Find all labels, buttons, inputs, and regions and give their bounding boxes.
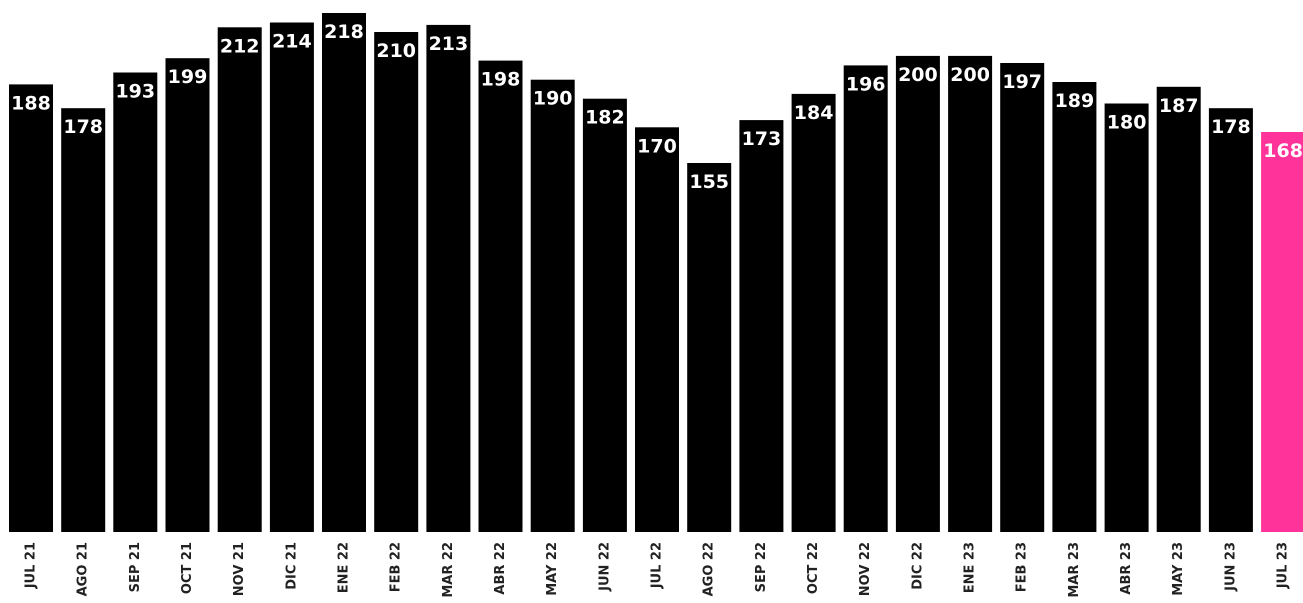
value-label: 170 (637, 135, 677, 157)
value-label: 184 (794, 102, 834, 124)
x-tick-label: OCT 21 (180, 542, 195, 594)
value-label: 188 (11, 92, 51, 114)
bar-nov-22 (843, 65, 888, 533)
bar-feb-23 (1000, 63, 1045, 532)
value-label: 199 (168, 66, 208, 88)
bar-abr-22 (478, 60, 523, 532)
value-label: 187 (1159, 95, 1199, 117)
x-tick-label: AGO 22 (702, 542, 717, 596)
value-label: 214 (272, 31, 312, 53)
value-label: 196 (846, 73, 886, 95)
bar-jun-22 (582, 98, 627, 532)
bar-jul-23 (1261, 132, 1303, 532)
value-label: 178 (63, 116, 103, 138)
bar-ago-21 (61, 108, 106, 532)
x-tick-label: MAY 22 (545, 542, 560, 596)
x-tick-label: FEB 23 (1015, 542, 1030, 592)
x-tick-label: JUN 23 (1223, 542, 1238, 592)
value-label: 178 (1211, 116, 1251, 138)
x-tick-label: OCT 22 (806, 542, 821, 594)
value-label: 155 (689, 171, 729, 193)
x-tick-label: DIC 22 (910, 542, 925, 590)
x-tick-label: ENE 22 (337, 542, 352, 593)
bar-may-22 (530, 79, 575, 532)
x-tick-label: DIC 21 (284, 542, 299, 590)
value-label: 210 (376, 40, 416, 62)
value-label: 213 (429, 33, 469, 55)
bar-oct-21 (165, 58, 210, 532)
bar-sep-21 (113, 72, 158, 532)
value-label: 200 (898, 64, 938, 86)
bar-mar-23 (1052, 82, 1097, 532)
bar-mar-22 (426, 24, 471, 533)
bar-oct-22 (791, 93, 836, 533)
bar-ene-23 (948, 55, 993, 533)
x-tick-label: NOV 21 (232, 542, 247, 596)
value-label: 190 (533, 88, 573, 110)
value-label: 193 (115, 81, 155, 103)
x-tick-labels-group: JUL 21 AGO 21 SEP 21 OCT 21 NOV 21 DIC 21 ENE … (24, 542, 1291, 598)
value-label: 173 (742, 128, 782, 150)
value-label: 218 (324, 21, 364, 43)
bar-ene-22 (322, 13, 366, 532)
value-label: 182 (585, 107, 625, 129)
bar-ago-22 (687, 163, 732, 532)
bar-may-23 (1156, 86, 1201, 533)
value-label: 200 (950, 64, 990, 86)
x-tick-label: JUL 22 (650, 542, 665, 589)
bars-group (9, 13, 1303, 533)
x-tick-label: MAR 23 (1067, 542, 1082, 598)
x-tick-label: JUL 21 (24, 542, 39, 589)
x-tick-label: MAY 23 (1171, 542, 1186, 596)
bar-abr-23 (1104, 103, 1149, 532)
x-tick-label: ENE 23 (963, 542, 978, 593)
bar-dic-21 (269, 22, 314, 532)
value-label: 180 (1107, 112, 1147, 134)
x-tick-label: AGO 21 (76, 542, 91, 596)
value-label: 189 (1055, 90, 1095, 112)
x-tick-label: MAR 22 (441, 542, 456, 598)
value-label: 198 (481, 69, 521, 91)
x-tick-label: JUL 23 (1276, 542, 1291, 589)
value-label: 212 (220, 35, 260, 57)
bar-sep-22 (739, 120, 784, 532)
x-tick-label: ABR 23 (1119, 542, 1134, 595)
bar-jul-21 (9, 84, 53, 533)
x-tick-label: FEB 22 (389, 542, 404, 592)
bar-jun-23 (1208, 108, 1253, 532)
value-label: 197 (1002, 71, 1042, 93)
x-tick-label: SEP 21 (128, 542, 143, 592)
bar-feb-22 (374, 32, 419, 532)
bar-nov-21 (217, 27, 262, 533)
value-labels-group: 188 178 193 199 212 214 218 210 213 198 190 182 170 1… (11, 21, 1303, 193)
x-tick-label: JUN 22 (597, 542, 612, 592)
x-tick-label: NOV 22 (858, 542, 873, 596)
value-label: 168 (1263, 140, 1303, 162)
x-tick-label: ABR 22 (493, 542, 508, 595)
bar-jul-22 (635, 127, 679, 533)
bar-dic-22 (895, 55, 940, 533)
x-tick-label: SEP 22 (754, 542, 769, 592)
